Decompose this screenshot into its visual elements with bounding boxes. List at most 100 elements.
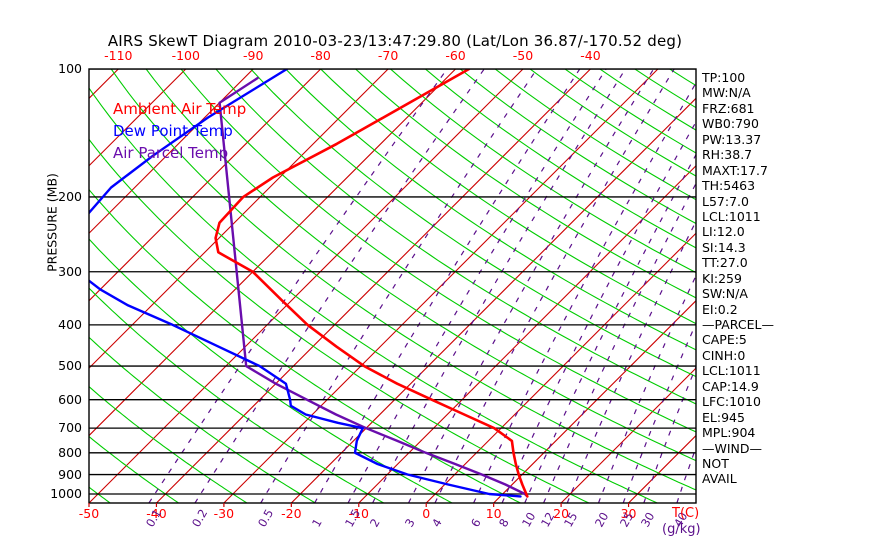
pressure-tick-200: 200	[58, 188, 82, 204]
dry-adiabat-line	[89, 336, 316, 503]
mixing-ratio-line	[643, 365, 696, 503]
legend-ambient-air-temp: Ambient Air Temp	[113, 100, 247, 118]
plot-grid-layer	[0, 69, 696, 503]
sounding-index-15: EI:0.2	[702, 301, 738, 317]
sounding-index-23: MPL:904	[702, 425, 756, 441]
dry-adiabat-line	[89, 138, 590, 503]
sounding-index-26: AVAIL	[702, 471, 737, 487]
mixing-ratio-line	[622, 321, 696, 503]
dry-adiabat-line	[284, 69, 696, 351]
top-temp-tick--80: -80	[310, 48, 331, 63]
bottom-temp-tick--30: -30	[213, 506, 235, 521]
isotherm-line	[223, 69, 659, 503]
isotherm-line	[156, 69, 591, 503]
isotherm-line	[425, 232, 696, 503]
top-temp-tick--70: -70	[377, 48, 399, 63]
sounding-index-12: TT:27.0	[702, 255, 748, 271]
sounding-index-20: CAP:14.9	[702, 378, 759, 394]
sounding-index-14: SW:N/A	[702, 286, 748, 302]
bottom-temp-tick-20: 20	[553, 506, 570, 521]
sounding-index-24: —WIND—	[702, 440, 763, 456]
mixing-ratio-line	[434, 69, 675, 503]
mixing-ratio-line	[194, 69, 485, 503]
isotherm-line	[89, 69, 187, 167]
dry-adiabat-line	[494, 69, 696, 201]
bottom-temp-tick-30: 30	[620, 506, 637, 521]
top-temp-tick--60: -60	[445, 48, 466, 63]
dry-adiabat-line	[89, 87, 658, 503]
bottom-temp-tick--50: -50	[78, 506, 100, 521]
sounding-index-11: SI:14.3	[702, 239, 746, 255]
dry-adiabat-line	[89, 435, 179, 503]
pressure-tick-700: 700	[58, 420, 82, 436]
sounding-index-13: KI:259	[702, 270, 742, 286]
dry-adiabat-line	[389, 69, 696, 274]
mixing-ratio-line	[543, 182, 696, 503]
sounding-index-5: RH:38.7	[702, 147, 753, 163]
isotherm-line	[560, 367, 696, 503]
dry-adiabat-line	[110, 69, 696, 491]
sounding-index-3: WB0:790	[702, 116, 759, 132]
sounding-index-7: TH:5463	[702, 178, 756, 194]
dry-adiabat-line	[424, 69, 696, 249]
sounding-index-18: CINH:0	[702, 347, 746, 363]
pressure-tick-500: 500	[58, 358, 82, 374]
figure-title: AIRS SkewT Diagram 2010-03-23/13:47:29.8…	[107, 32, 683, 50]
bottom-temp-tick--10: -10	[348, 506, 369, 521]
bottom-temp-tick-0: 0	[422, 506, 431, 521]
isotherm-line	[89, 69, 119, 100]
pressure-axis-title: PRESSURE (MB)	[44, 173, 60, 272]
bottom-temp-tick--40: -40	[146, 506, 167, 521]
dry-adiabat-line	[89, 188, 521, 503]
plot-frame	[88, 68, 697, 504]
isotherm-line	[89, 69, 322, 302]
pressure-tick-400: 400	[58, 316, 82, 332]
isotherm-line	[290, 97, 696, 503]
sounding-index-19: LCL:1011	[702, 363, 761, 379]
sounding-indices-panel: TP:100 MW:N/A FRZ:681 WB0:790 PW:13.37 RH:38.…	[702, 70, 792, 487]
dry-adiabat-line	[180, 69, 696, 433]
mixing-ratio-line	[372, 69, 627, 503]
legend-dew-point-temp: Dew Point Temp	[113, 122, 233, 140]
pressure-tick-900: 900	[58, 466, 82, 482]
sounding-index-22: EL:945	[702, 409, 745, 425]
mixing-ratio-line	[597, 274, 696, 503]
temperature-axis-label: T(C)	[672, 506, 700, 521]
air-parcel-temp-curve	[218, 76, 529, 498]
dry-adiabat-line	[354, 69, 696, 299]
mixing-ratio-line	[566, 220, 696, 503]
mixing-ratio-line	[314, 69, 581, 503]
dew-point-temp-curve	[89, 69, 522, 498]
mixing-ratio-line	[524, 153, 696, 503]
dry-adiabat-line	[89, 287, 384, 503]
top-temp-tick--50: -50	[512, 48, 534, 63]
dry-adiabat-line	[250, 69, 696, 378]
sounding-index-2: FRZ:681	[702, 100, 755, 116]
pressure-tick-600: 600	[58, 391, 82, 407]
isotherm-line	[493, 299, 696, 503]
pressure-tick-300: 300	[58, 263, 82, 279]
sounding-index-9: LCL:1011	[702, 208, 761, 224]
top-temp-tick--40: -40	[580, 48, 601, 63]
top-temp-tick--110: -110	[104, 48, 133, 63]
pressure-tick-800: 800	[58, 444, 82, 460]
isotherm-line	[89, 69, 524, 503]
pressure-tick-1000: 1000	[50, 485, 82, 501]
isotherm-line	[89, 69, 389, 369]
dry-adiabat-line	[89, 238, 453, 503]
bottom-temp-tick--20: -20	[281, 506, 302, 521]
dry-adiabat-line	[89, 385, 248, 503]
sounding-index-1: MW:N/A	[702, 85, 751, 101]
mixing-ratio-axis-label: (g/kg)	[662, 522, 701, 537]
mixing-ratio-line	[347, 69, 607, 503]
sounding-index-4: PW:13.37	[702, 131, 762, 147]
sounding-index-8: L57:7.0	[702, 193, 749, 209]
dry-adiabat-line	[319, 69, 696, 325]
sounding-index-17: CAPE:5	[702, 332, 747, 348]
sounding-index-6: MAXT:17.7	[702, 162, 768, 178]
isotherm-line	[0, 69, 51, 503]
mixing-ratio-line	[407, 69, 655, 503]
mixing-ratio-line	[148, 69, 448, 503]
